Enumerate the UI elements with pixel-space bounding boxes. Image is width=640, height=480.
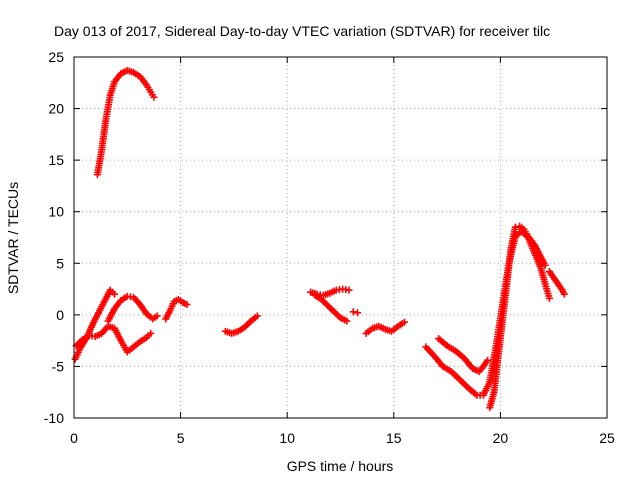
data-points xyxy=(71,66,568,412)
data-point xyxy=(150,93,158,101)
y-tick-label: 20 xyxy=(48,101,64,117)
y-axis-ticks: -10 -5 0 5 10 15 20 25 xyxy=(44,49,607,426)
y-tick-label: 15 xyxy=(48,152,64,168)
y-tick-label: 25 xyxy=(48,49,64,65)
data-point xyxy=(183,301,191,309)
data-point xyxy=(484,356,492,364)
data-point xyxy=(400,318,408,326)
x-axis-ticks: 0 5 10 15 20 25 xyxy=(70,57,615,446)
data-point xyxy=(511,223,519,231)
data-point xyxy=(545,294,553,302)
x-tick-label: 10 xyxy=(279,430,295,446)
data-point xyxy=(349,308,357,316)
x-tick-label: 20 xyxy=(493,430,509,446)
plot-frame xyxy=(73,56,608,419)
grid xyxy=(74,57,607,418)
data-point xyxy=(147,329,155,337)
data-point xyxy=(354,309,362,317)
y-axis-label: SDTVAR / TECUs xyxy=(5,182,21,294)
x-axis-label: GPS time / hours xyxy=(287,458,394,474)
data-point xyxy=(345,286,353,294)
y-tick-label: 5 xyxy=(56,255,64,271)
data-point xyxy=(560,290,568,298)
y-tick-label: 0 xyxy=(56,307,64,323)
data-point xyxy=(343,317,351,325)
data-point xyxy=(253,312,261,320)
y-tick-label: -10 xyxy=(44,410,64,426)
y-tick-label: -5 xyxy=(52,358,65,374)
x-tick-label: 25 xyxy=(599,430,615,446)
data-point xyxy=(153,312,161,320)
data-point xyxy=(111,290,119,298)
y-tick-label: 10 xyxy=(48,204,64,220)
x-tick-label: 15 xyxy=(386,430,402,446)
data-point xyxy=(541,261,549,269)
chart-title: Day 013 of 2017, Sidereal Day-to-day VTE… xyxy=(54,23,550,39)
x-tick-label: 0 xyxy=(70,430,78,446)
x-tick-label: 5 xyxy=(177,430,185,446)
